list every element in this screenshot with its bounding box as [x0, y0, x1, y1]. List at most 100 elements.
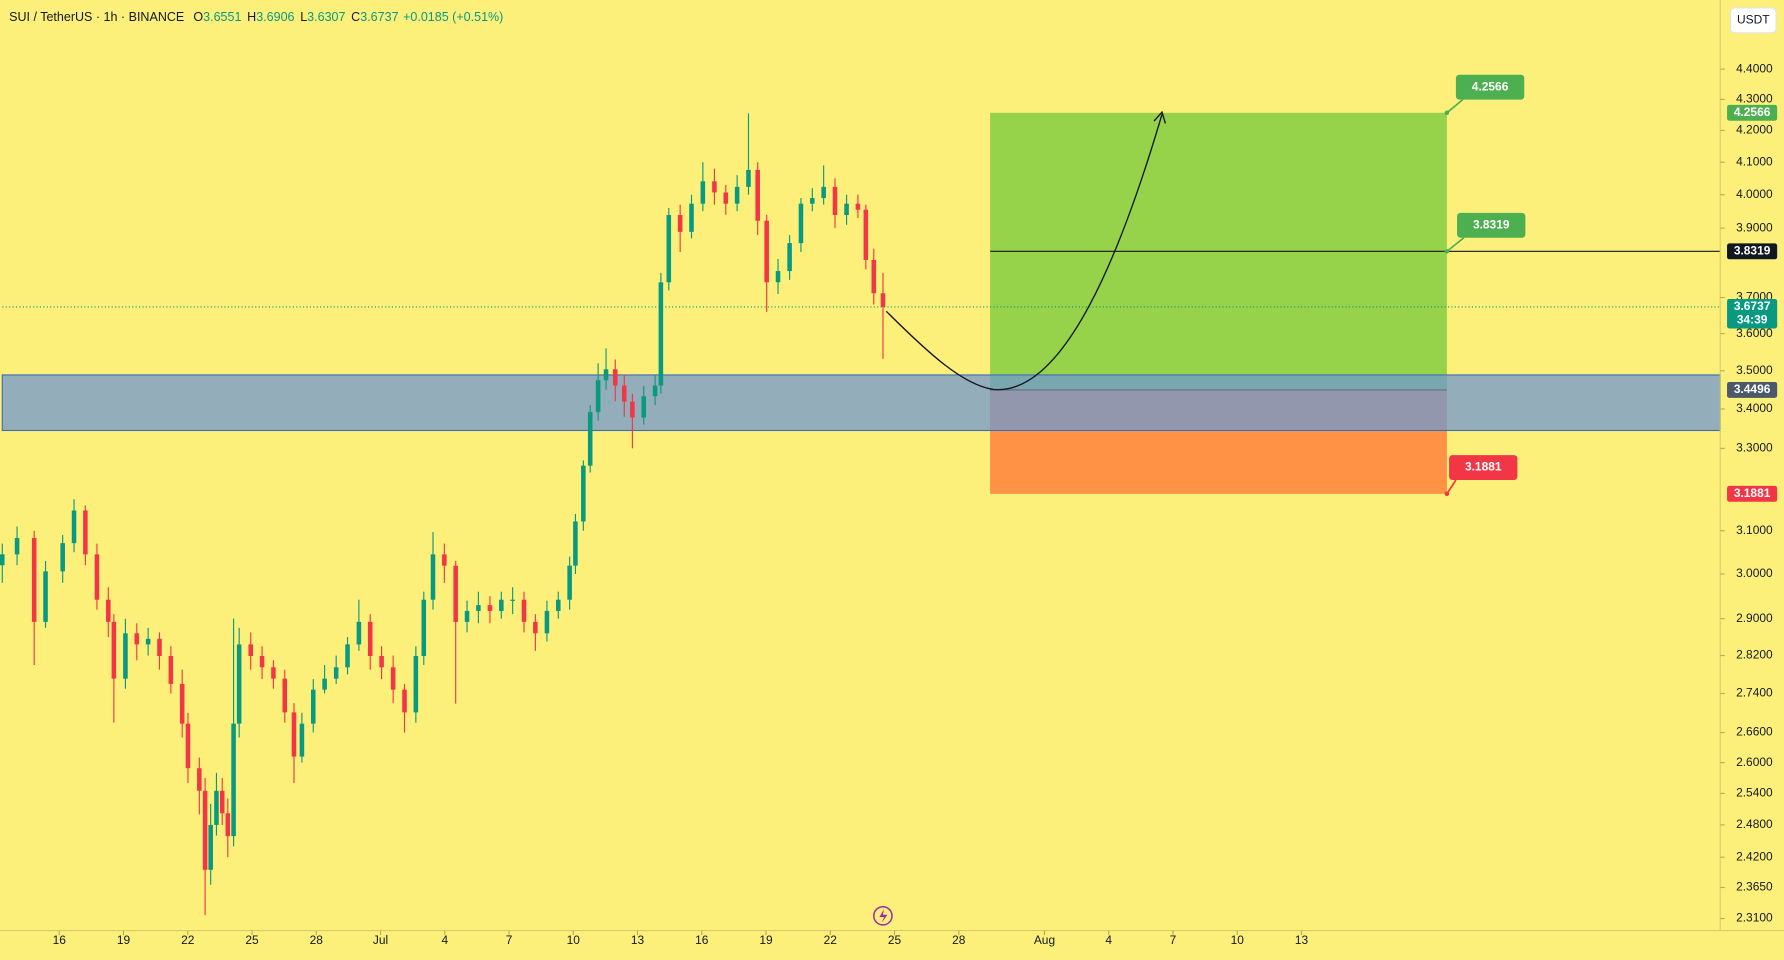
y-tick-label: 3.6000: [1736, 326, 1773, 340]
currency-button[interactable]: USDT: [1729, 7, 1777, 34]
candle-body: [430, 554, 436, 600]
y-tick-label: 2.7400: [1736, 686, 1773, 700]
candle-body: [94, 554, 100, 600]
candle-body: [464, 610, 470, 622]
candle-body: [282, 678, 288, 713]
price-tag-label: 3.4496: [1734, 382, 1771, 396]
y-tick-label: 2.3650: [1736, 880, 1773, 894]
x-tick-label: 22: [824, 933, 838, 947]
candle-body: [248, 644, 254, 657]
candle-body: [603, 369, 609, 381]
candle-body: [379, 656, 384, 668]
y-tick-label: 3.0000: [1736, 566, 1773, 580]
ohlc-value: 3.6307: [307, 10, 345, 24]
y-tick-label: 3.4000: [1736, 401, 1773, 415]
price-tag-label: 3.8319: [1734, 244, 1771, 258]
candle-body: [202, 790, 208, 870]
x-tick-label: 25: [888, 933, 902, 947]
price-tag: [1727, 299, 1778, 329]
candle-body: [581, 465, 586, 522]
ohlc-key: O: [193, 10, 203, 24]
ohlc-value: 3.6551: [203, 10, 241, 24]
callout-anchor: [1444, 491, 1450, 497]
candle-body: [259, 656, 265, 668]
candle-body: [390, 667, 396, 690]
candle-body: [499, 599, 504, 611]
candle-body: [185, 723, 191, 769]
candle-body: [712, 181, 717, 193]
candle-body: [106, 599, 111, 622]
candle-body: [544, 610, 550, 634]
candle-body: [453, 565, 458, 622]
currency-button-box[interactable]: [1729, 7, 1777, 34]
candle-body: [871, 259, 877, 294]
candle-body: [0, 554, 5, 566]
price-tag: [1727, 381, 1778, 398]
x-tick-label: 16: [695, 933, 709, 947]
candle-body: [367, 621, 373, 657]
candle-body: [587, 412, 593, 466]
candle-body: [521, 599, 527, 622]
candle-body: [299, 723, 305, 757]
candle-body: [322, 678, 327, 690]
price-tag-label: 3.1881: [1734, 486, 1771, 500]
x-tick-label: 22: [181, 933, 195, 947]
x-tick-label: 25: [245, 933, 259, 947]
candle-body: [231, 723, 236, 837]
callout-label: 3.8319: [1473, 217, 1510, 231]
candle-body: [31, 538, 37, 622]
change: +0.0185 (+0.51%): [403, 10, 503, 24]
callout-label: 3.1881: [1465, 460, 1502, 474]
candle-body: [798, 203, 804, 244]
candle-body: [556, 599, 561, 611]
x-tick-label: Aug: [1034, 933, 1055, 947]
symbol: SUI / TetherUS · 1h · BINANCE: [9, 10, 184, 24]
candle-body: [145, 638, 151, 645]
price-tag-label: 4.2566: [1734, 105, 1771, 119]
x-tick-label: Jul: [373, 933, 388, 947]
candle-body: [356, 621, 362, 645]
candle-body: [83, 510, 88, 555]
candle-body: [214, 790, 219, 825]
y-tick-label: 4.0000: [1736, 187, 1773, 201]
x-tick-label: 10: [567, 933, 581, 947]
candle-body: [291, 712, 297, 757]
candle-body: [567, 565, 572, 600]
candle-body: [787, 243, 792, 272]
ohlc-value: 3.6906: [256, 10, 294, 24]
y-tick-label: 2.3100: [1736, 911, 1773, 925]
candle-body: [402, 689, 407, 713]
ohlc-key: C: [351, 10, 360, 24]
candle-body: [333, 667, 339, 679]
y-tick-label: 4.2000: [1736, 123, 1773, 137]
projection-curve: [885, 114, 1163, 391]
x-tick-label: 4: [441, 933, 448, 947]
candle-body: [111, 621, 117, 679]
y-tick-label: 3.3000: [1736, 441, 1773, 455]
candle-body: [179, 683, 185, 724]
candle-body: [533, 621, 538, 634]
symbol-header: SUI / TetherUS · 1h · BINANCE O3.6551 H3.6…: [9, 10, 503, 24]
lightning-icon: [873, 906, 893, 926]
ohlc-key: H: [247, 10, 256, 24]
callout-connector: [1446, 237, 1465, 253]
candle-body: [14, 538, 20, 555]
callout-box: [1455, 74, 1525, 100]
candle-body: [764, 220, 769, 283]
price-tag-label: 3.6737: [1734, 299, 1771, 313]
candle-body: [880, 293, 886, 307]
candle-body: [621, 385, 627, 402]
candle-body: [421, 599, 427, 657]
icon-circle: [873, 906, 893, 926]
y-tick-label: 3.1000: [1736, 523, 1773, 537]
currency-label[interactable]: USDT: [1737, 13, 1770, 27]
x-tick-label: 13: [1295, 933, 1309, 947]
icon-bolt: [879, 909, 888, 923]
candle-body: [487, 605, 493, 611]
callout-box: [1457, 212, 1526, 238]
candle-body: [689, 203, 694, 232]
candle-body: [413, 656, 419, 713]
